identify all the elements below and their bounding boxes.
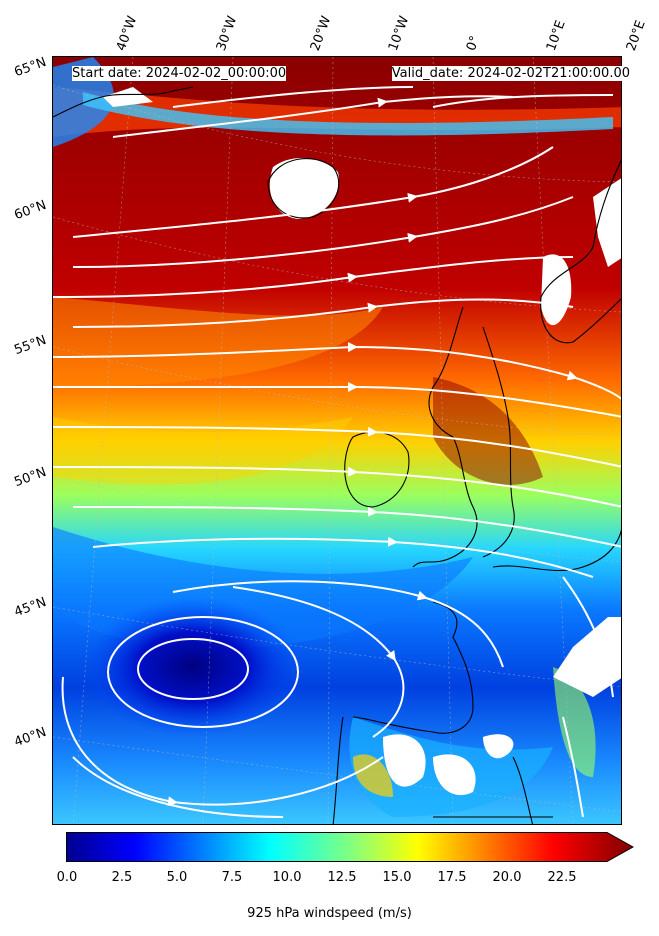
lon-label: 20°E bbox=[623, 18, 649, 53]
lon-label: 10°E bbox=[543, 18, 569, 53]
colorbar-tick: 12.5 bbox=[327, 870, 357, 885]
lat-label: 55°N bbox=[12, 332, 49, 359]
lat-label: 45°N bbox=[12, 594, 49, 621]
colorbar-tick: 0.0 bbox=[56, 870, 78, 885]
colorbar-tick: 5.0 bbox=[166, 870, 188, 885]
colorbar-tick: 22.5 bbox=[547, 870, 577, 885]
lon-label: 30°W bbox=[213, 14, 241, 53]
start-date-label: Start date: 2024-02-02_00:00:00 bbox=[72, 66, 287, 81]
colorbar-tick: 2.5 bbox=[111, 870, 133, 885]
wind-map bbox=[52, 56, 622, 825]
lon-label: 10°W bbox=[385, 14, 413, 53]
colorbar-tick: 15.0 bbox=[382, 870, 412, 885]
masked-areas bbox=[103, 87, 621, 796]
colorbar-gradient bbox=[66, 832, 634, 862]
colorbar-tick: 7.5 bbox=[221, 870, 243, 885]
colorbar-tick: 20.0 bbox=[492, 870, 522, 885]
colorbar bbox=[66, 832, 634, 862]
colorbar-tick: 17.5 bbox=[437, 870, 467, 885]
wind-streamlines bbox=[53, 86, 621, 818]
wind-field-svg bbox=[53, 57, 621, 824]
colorbar-label: 925 hPa windspeed (m/s) bbox=[247, 906, 412, 921]
valid-date-label: Valid_date: 2024-02-02T21:00:00.00 bbox=[391, 66, 630, 81]
lat-label: 60°N bbox=[12, 197, 49, 224]
lon-label: 20°W bbox=[307, 14, 335, 53]
lat-label: 50°N bbox=[12, 464, 49, 491]
lon-label: 40°W bbox=[113, 14, 141, 53]
lat-label: 65°N bbox=[12, 54, 49, 81]
colorbar-tick: 10.0 bbox=[272, 870, 302, 885]
lat-label: 40°N bbox=[12, 724, 49, 751]
lon-label: 0° bbox=[463, 33, 484, 53]
